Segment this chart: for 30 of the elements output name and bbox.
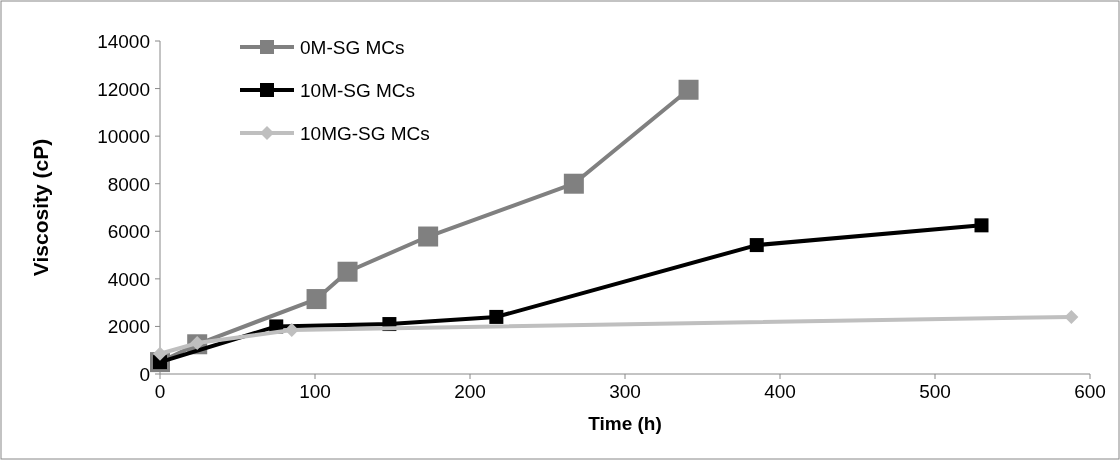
x-tick-label: 400 [764, 381, 796, 402]
point [153, 346, 167, 361]
point [337, 261, 358, 282]
x-tick-label: 500 [919, 381, 951, 402]
x-tick-label: 200 [454, 381, 486, 402]
y-tick-label: 4000 [107, 268, 150, 290]
point [563, 173, 584, 194]
y-axis-title: Viscosity (cP) [29, 138, 52, 277]
x-tick-label: 600 [1074, 381, 1106, 402]
point [749, 238, 764, 253]
y-tick-label: 8000 [107, 173, 150, 195]
point [974, 218, 989, 233]
point [489, 309, 504, 324]
y-tick-label: 6000 [107, 221, 150, 243]
y-tick-label: 12000 [97, 78, 150, 100]
y-tick-label: 0 [139, 364, 150, 385]
x-axis-title: Time (h) [588, 413, 662, 434]
point [1064, 309, 1079, 324]
y-tick-label: 14000 [97, 31, 150, 52]
legend-label: 10MG-SG MCs [300, 123, 430, 144]
legend-label: 0M-SG MCs [300, 37, 405, 58]
x-tick-label: 0 [154, 381, 166, 402]
point [306, 289, 327, 310]
legend-label: 10M-SG MCs [300, 80, 416, 101]
x-tick-label: 300 [609, 381, 641, 402]
point [418, 226, 439, 247]
y-tick-label: 10000 [97, 126, 150, 148]
y-tick-label: 2000 [107, 316, 150, 338]
point [678, 79, 699, 100]
x-tick-label: 100 [299, 381, 331, 402]
